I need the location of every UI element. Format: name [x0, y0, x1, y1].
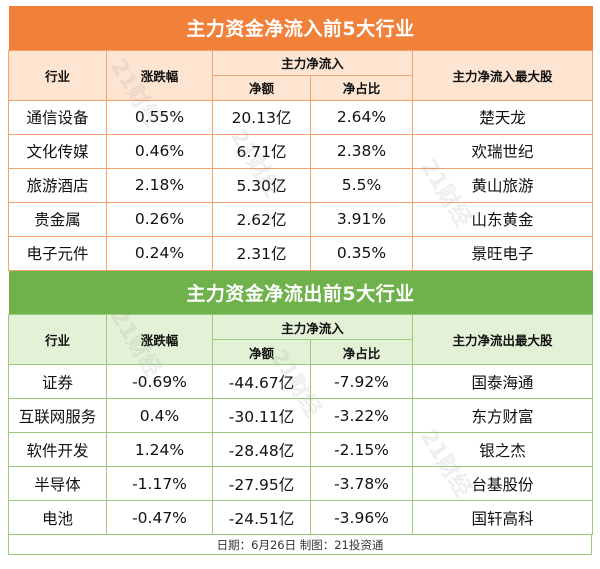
industry-cell: 文化传媒: [8, 133, 107, 169]
inflow-title-row: 主力资金净流入前5大行业: [8, 6, 593, 50]
net-ratio-cell: -3.96%: [310, 500, 413, 535]
col-header-change: 涨跌幅: [106, 49, 213, 101]
top-stock-cell: 山东黄金: [411, 201, 594, 237]
market-flow-tables: 主力资金净流入前5大行业 行业 涨跌幅 主力净流入 主力净流入最大股 净额 净占…: [8, 6, 594, 563]
change-cell: -0.69%: [106, 364, 213, 399]
change-cell: 0.4%: [106, 398, 213, 433]
col-header-industry: 行业: [8, 49, 107, 101]
footer-note: 日期：6月26日 制图：21投资通: [8, 535, 592, 555]
table-row: 半导体 -1.17% -27.95亿 -3.78% 台基股份: [8, 466, 594, 501]
outflow-table: 主力资金净流出前5大行业 行业 涨跌幅 主力净流入 主力净流出最大股 净额 净占…: [8, 270, 594, 535]
table-row: 旅游酒店 2.18% 5.30亿 5.5% 黄山旅游: [8, 167, 594, 203]
net-amount-cell: 5.30亿: [212, 167, 311, 203]
col-header-top-stock: 主力净流出最大股: [411, 314, 594, 365]
net-ratio-cell: 5.5%: [310, 167, 413, 203]
net-ratio-cell: -3.78%: [310, 466, 413, 501]
top-stock-cell: 国轩高科: [411, 500, 594, 535]
table-row: 电子元件 0.24% 2.31亿 0.35% 景旺电子: [8, 235, 594, 271]
table-row: 电池 -0.47% -24.51亿 -3.96% 国轩高科: [8, 500, 594, 535]
top-stock-cell: 银之杰: [411, 432, 594, 467]
net-amount-cell: 20.13亿: [212, 99, 311, 135]
net-amount-cell: -24.51亿: [212, 500, 311, 535]
industry-cell: 电子元件: [8, 235, 107, 271]
col-header-change: 涨跌幅: [106, 314, 213, 365]
net-amount-cell: -44.67亿: [212, 364, 311, 399]
industry-cell: 贵金属: [8, 201, 107, 237]
industry-cell: 证券: [8, 364, 107, 399]
net-ratio-cell: -7.92%: [310, 364, 413, 399]
net-ratio-cell: -2.15%: [310, 432, 413, 467]
industry-cell: 软件开发: [8, 432, 107, 467]
industry-cell: 半导体: [8, 466, 107, 501]
top-stock-cell: 台基股份: [411, 466, 594, 501]
net-amount-cell: -30.11亿: [212, 398, 311, 433]
col-header-net-amount: 净额: [212, 339, 311, 365]
inflow-subheader-row: 净额 净占比: [9, 74, 593, 101]
net-amount-cell: -28.48亿: [212, 432, 311, 467]
net-amount-cell: 2.62亿: [212, 201, 311, 237]
col-header-industry: 行业: [8, 314, 107, 365]
industry-cell: 旅游酒店: [8, 167, 107, 203]
table-row: 贵金属 0.26% 2.62亿 3.91% 山东黄金: [8, 201, 594, 237]
table-row: 证券 -0.69% -44.67亿 -7.92% 国泰海通: [8, 364, 594, 399]
col-header-net-amount: 净额: [212, 74, 311, 101]
col-header-net-ratio: 净占比: [310, 339, 413, 365]
top-stock-cell: 欢瑞世纪: [411, 133, 594, 169]
top-stock-cell: 景旺电子: [411, 235, 594, 271]
net-amount-cell: 2.31亿: [212, 235, 311, 271]
table-row: 软件开发 1.24% -28.48亿 -2.15% 银之杰: [8, 432, 594, 467]
outflow-rows: 证券 -0.69% -44.67亿 -7.92% 国泰海通 互联网服务 0.4% -30.11…: [8, 364, 594, 535]
top-stock-cell: 楚天龙: [411, 99, 594, 135]
inflow-title: 主力资金净流入前5大行业: [8, 6, 593, 50]
industry-cell: 电池: [8, 500, 107, 535]
table-row: 文化传媒 0.46% 6.71亿 2.38% 欢瑞世纪: [8, 133, 594, 169]
col-header-top-stock: 主力净流入最大股: [411, 49, 594, 101]
inflow-table: 主力资金净流入前5大行业 行业 涨跌幅 主力净流入 主力净流入最大股 净额 净占…: [8, 6, 594, 271]
change-cell: 0.46%: [106, 133, 213, 169]
table-row: 互联网服务 0.4% -30.11亿 -3.22% 东方财富: [8, 398, 594, 433]
change-cell: 1.24%: [106, 432, 213, 467]
change-cell: 2.18%: [106, 167, 213, 203]
col-header-net-ratio: 净占比: [310, 74, 413, 101]
net-amount-cell: 6.71亿: [212, 133, 311, 169]
table-row: 通信设备 0.55% 20.13亿 2.64% 楚天龙: [8, 99, 594, 135]
net-ratio-cell: 0.35%: [310, 235, 413, 271]
change-cell: 0.24%: [106, 235, 213, 271]
top-stock-cell: 东方财富: [411, 398, 594, 433]
change-cell: -0.47%: [106, 500, 213, 535]
col-header-net-inflow: 主力净流入: [212, 49, 413, 76]
inflow-rows: 通信设备 0.55% 20.13亿 2.64% 楚天龙 文化传媒 0.46% 6.71亿 2.3…: [8, 99, 594, 271]
change-cell: 0.26%: [106, 201, 213, 237]
change-cell: -1.17%: [106, 466, 213, 501]
col-header-net-inflow: 主力净流入: [212, 314, 413, 340]
outflow-title-row: 主力资金净流出前5大行业: [8, 270, 593, 315]
net-ratio-cell: 2.64%: [310, 99, 413, 135]
net-amount-cell: -27.95亿: [212, 466, 311, 501]
outflow-header-row: 行业 涨跌幅 主力净流入 主力净流出最大股: [8, 314, 594, 365]
industry-cell: 通信设备: [8, 99, 107, 135]
net-ratio-cell: 3.91%: [310, 201, 413, 237]
net-ratio-cell: -3.22%: [310, 398, 413, 433]
top-stock-cell: 黄山旅游: [411, 167, 594, 203]
inflow-header-row: 行业 涨跌幅 主力净流入 主力净流入最大股: [8, 49, 594, 101]
change-cell: 0.55%: [106, 99, 213, 135]
net-ratio-cell: 2.38%: [310, 133, 413, 169]
top-stock-cell: 国泰海通: [411, 364, 594, 399]
industry-cell: 互联网服务: [8, 398, 107, 433]
outflow-title: 主力资金净流出前5大行业: [8, 270, 593, 315]
